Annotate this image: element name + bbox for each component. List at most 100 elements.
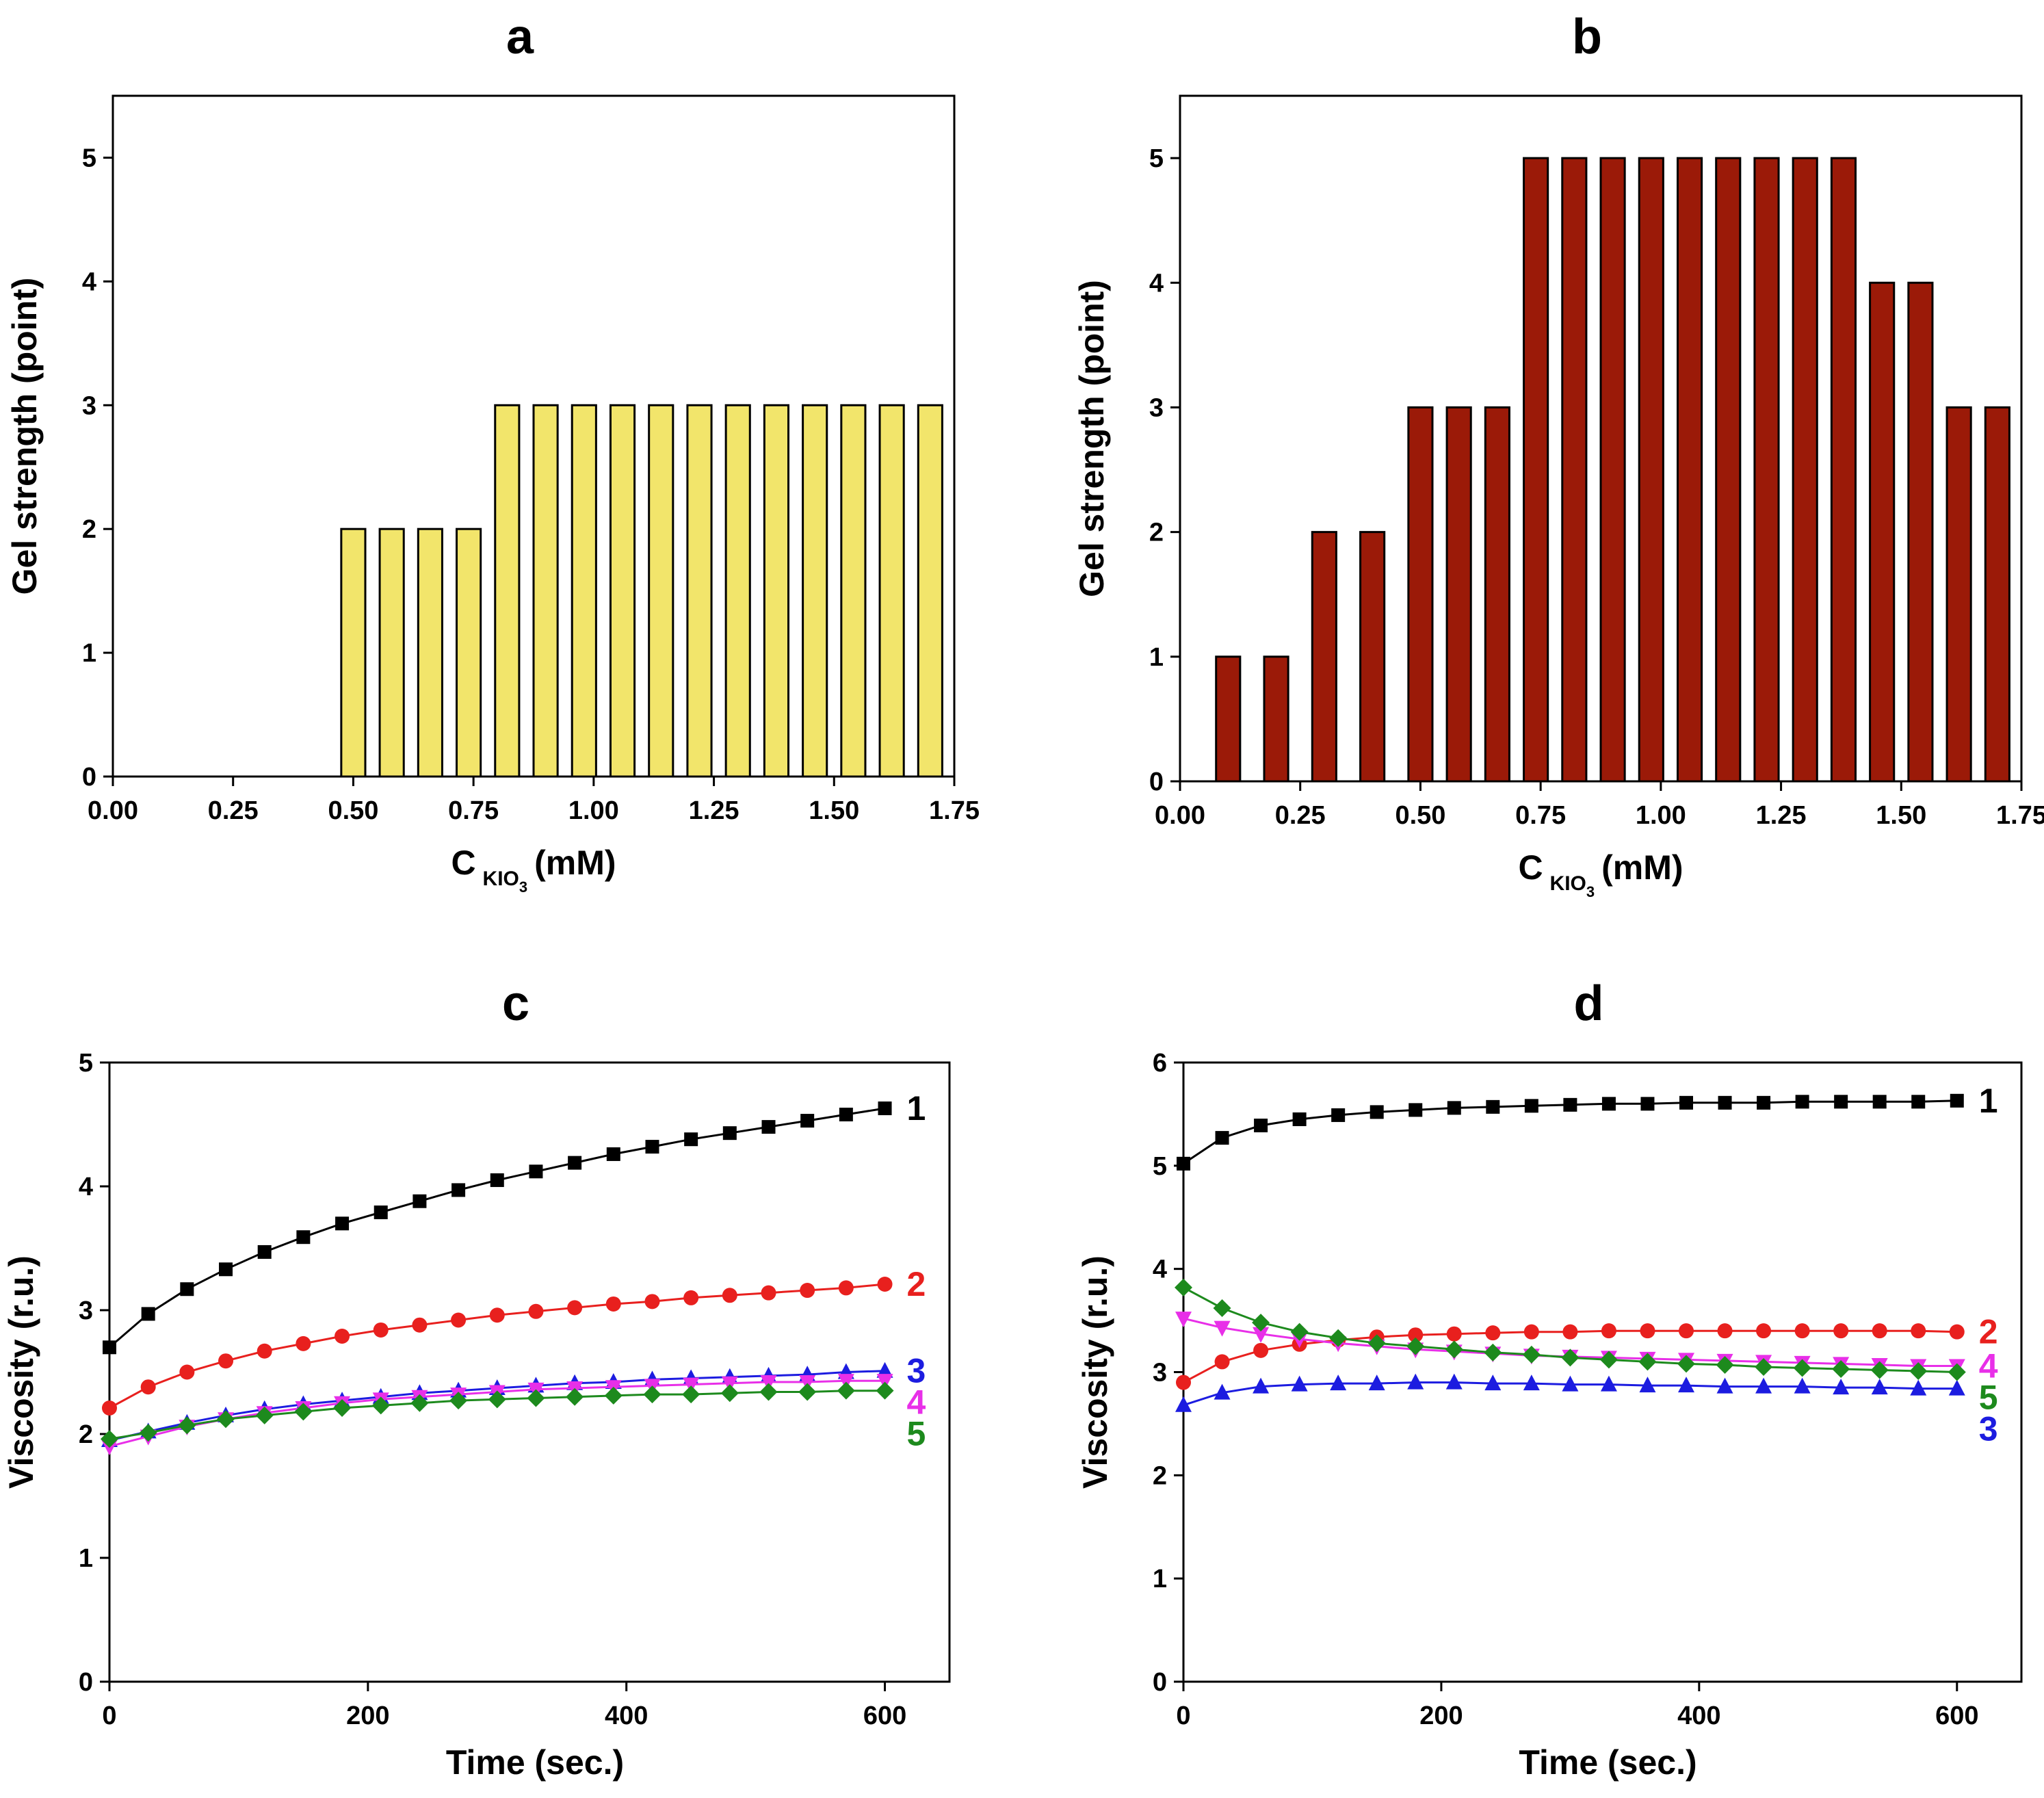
series-end-label: 2 [907,1265,926,1303]
bar [1311,531,1337,783]
marker-diamond [1909,1361,1928,1380]
y-tick-label: 0 [79,1668,93,1697]
y-axis-title: Gel strength (point) [5,278,44,595]
marker-square [257,1245,272,1259]
marker-circle [800,1283,815,1299]
marker-triangle-down [1214,1320,1231,1337]
marker-diamond [1561,1348,1580,1367]
marker-square [1447,1101,1461,1115]
bar [1907,281,1934,783]
series-4 [101,1374,893,1456]
marker-circle [1640,1323,1655,1339]
series-end-label: 1 [1979,1082,1998,1120]
marker-diamond [798,1383,817,1401]
marker-diamond [1716,1355,1734,1374]
marker-circle [528,1303,544,1319]
bar [917,404,943,778]
marker-square [103,1340,116,1355]
marker-circle [179,1364,195,1380]
plot-frame [1179,94,2023,783]
marker-circle [335,1329,350,1344]
y-tick-label: 0 [82,763,96,792]
marker-square [451,1183,466,1197]
bar [1523,157,1549,783]
marker-diamond [1406,1337,1425,1355]
y-tick-label: 4 [79,1173,93,1201]
marker-circle [296,1336,311,1351]
marker-diamond [101,1430,118,1448]
x-tick-label: 1.75 [929,796,980,825]
plot-frame [108,1061,951,1683]
marker-square [1950,1093,1964,1108]
marker-circle [1601,1323,1616,1339]
marker-diamond [1599,1351,1618,1369]
series-5 [1175,1278,1966,1381]
marker-square [412,1194,427,1208]
marker-diamond [759,1383,778,1401]
y-tick-label: 3 [82,391,96,420]
y-tick-label: 1 [79,1544,93,1573]
x-tick-label: 1.50 [1876,801,1926,830]
x-axis-title: C KIO3 (mM) [1518,848,1683,900]
y-tick-label: 2 [1153,1461,1167,1490]
marker-diamond [1638,1353,1657,1371]
marker-diamond [294,1403,313,1421]
y-tick-label: 2 [82,515,96,544]
y-axis-title: Viscosity (r.u.) [2,1255,40,1489]
marker-square [1563,1097,1577,1112]
bar [1984,406,2010,783]
marker-circle [1176,1374,1191,1390]
y-tick-label: 3 [79,1297,93,1325]
marker-triangle-up [1291,1375,1308,1392]
marker-triangle-up [1910,1379,1927,1396]
series-end-label: 3 [1979,1409,1998,1448]
series-3 [1175,1373,1965,1412]
bar [1869,281,1896,783]
bar [609,404,636,778]
marker-square [684,1132,698,1147]
series-end-label: 4 [1979,1346,1998,1385]
bar [340,527,367,778]
marker-diamond [178,1416,196,1435]
marker-square [219,1262,233,1277]
x-tick-label: 0.50 [328,796,378,825]
marker-square [490,1173,504,1187]
bar [1445,406,1472,783]
marker-diamond [217,1410,235,1429]
series-1 [103,1101,892,1355]
bar [686,404,713,778]
y-tick-label: 2 [79,1420,93,1449]
marker-circle [1446,1326,1462,1342]
marker-diamond [682,1385,700,1404]
series-1 [1177,1093,1964,1171]
marker-diamond [604,1386,623,1405]
marker-diamond [1522,1345,1541,1364]
marker-circle [1717,1323,1733,1339]
marker-triangle-up [1755,1377,1772,1394]
marker-diamond [1290,1323,1309,1341]
x-tick-label: 1.00 [1636,801,1686,830]
marker-diamond [1677,1355,1695,1373]
marker-square [722,1126,737,1141]
marker-diamond [488,1390,506,1409]
marker-circle [722,1288,737,1303]
marker-circle [412,1317,428,1333]
bar [1599,157,1626,783]
marker-diamond [139,1424,157,1442]
marker-circle [1485,1325,1501,1341]
y-tick-label: 5 [1149,144,1164,173]
bar [1715,157,1742,783]
bar [1484,406,1510,783]
marker-diamond [1484,1343,1502,1361]
marker-circle [1872,1323,1887,1339]
marker-square [529,1164,543,1179]
marker-triangle-down [1175,1312,1192,1328]
marker-circle [1679,1323,1694,1339]
marker-diamond [1793,1359,1811,1377]
marker-circle [1794,1323,1810,1339]
bar [1263,655,1289,783]
bar [802,404,828,778]
marker-circle [1214,1354,1230,1370]
marker-diamond [1445,1340,1463,1359]
